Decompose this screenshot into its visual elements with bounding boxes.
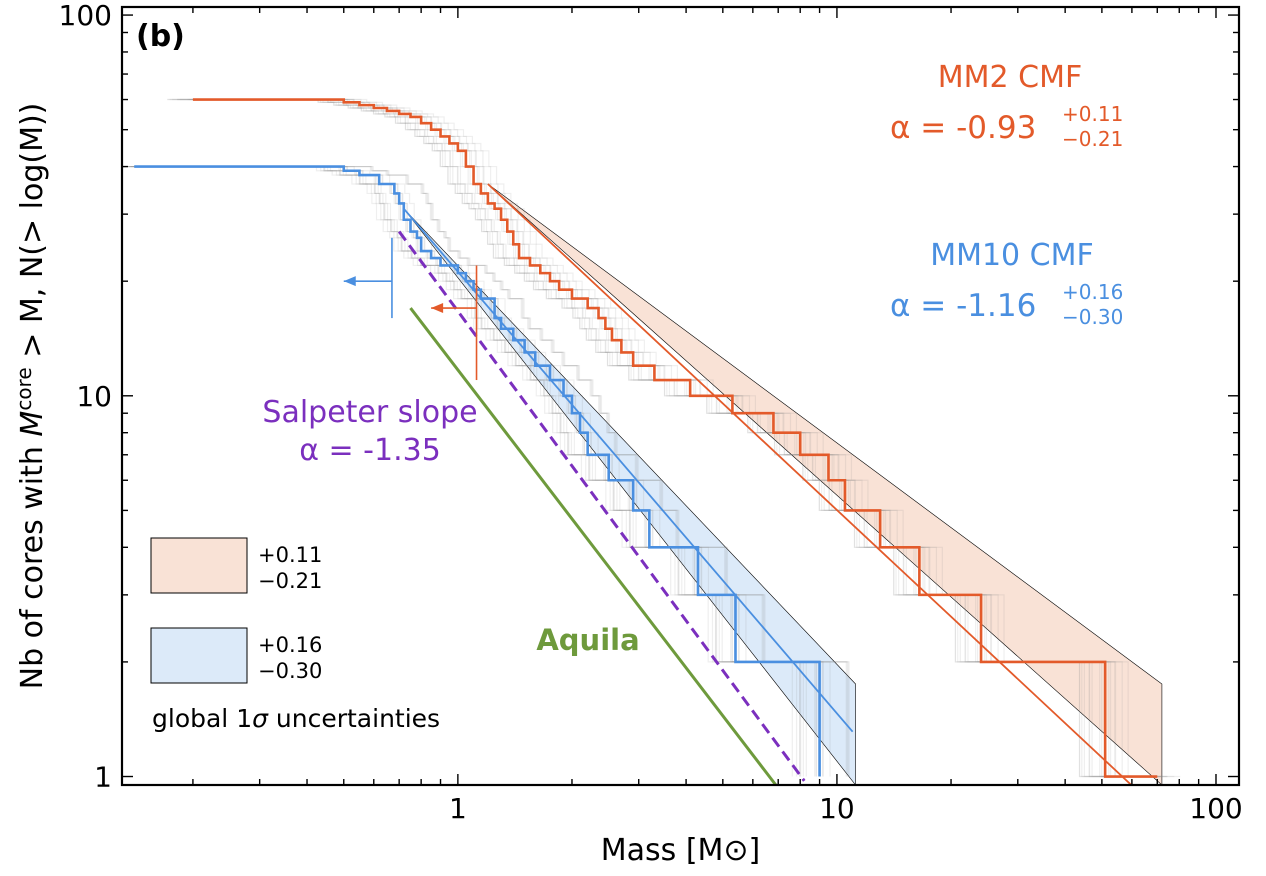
y-axis-label: Nb of cores with Mcore > M, N(> log(M)) <box>12 103 50 690</box>
mm10-uncertainty-band <box>403 208 856 785</box>
mm10-ensemble-curve <box>130 165 817 777</box>
legend-swatch-band_mm10 <box>150 627 248 684</box>
mm10-ensemble-curve <box>162 165 849 777</box>
mm10-alpha-sub: −0.30 <box>1062 305 1123 329</box>
mm10-ensemble-curve <box>161 165 848 777</box>
mm10-ensemble-curve <box>122 165 793 777</box>
mm10-ensemble-curve <box>130 165 817 777</box>
legend-upper-band_mm10: +0.16 <box>258 633 322 657</box>
mm2-uncertainty-band <box>487 183 1163 785</box>
mm10-ensemble-curve <box>133 165 820 777</box>
mm2-alpha-sub: −0.21 <box>1062 127 1123 151</box>
salpeter-title-label: Salpeter slope <box>262 395 477 430</box>
mm10-ensemble-curve <box>122 165 801 777</box>
mm10-ensemble-curve <box>122 165 807 777</box>
mm2-ensemble-curve <box>209 98 1175 778</box>
mm2-ensemble-curve <box>167 98 1132 778</box>
y-tick-label: 10 <box>76 380 112 413</box>
aquila-line <box>409 307 778 785</box>
mm2-ensemble-curve <box>172 98 1137 778</box>
mm2-alpha-sup: +0.11 <box>1062 102 1123 126</box>
mm10-alpha-label: α = -1.16 <box>890 288 1036 324</box>
mm2-ensemble-curve <box>215 98 1181 778</box>
mm10-ensemble-curve <box>144 165 831 777</box>
salpeter-line <box>397 230 806 782</box>
mm10-ensemble-curve <box>160 165 847 777</box>
mm10-arrow-head <box>343 276 356 287</box>
mm10-ensemble-curve <box>122 165 802 777</box>
panel-label: (b) <box>136 19 185 54</box>
mm2-cmf-step <box>192 98 1158 778</box>
legend-lower-band_mm10: −0.30 <box>258 659 322 683</box>
x-tick-label: 10 <box>819 792 855 825</box>
mm2-alpha-label: α = -0.93 <box>890 110 1036 146</box>
mm10-ensemble-curve <box>137 165 824 777</box>
mm2-fit-line <box>487 183 1133 785</box>
y-tick-label: 1 <box>94 761 112 794</box>
mm10-ensemble-curve <box>163 165 850 777</box>
mm2-title-label: MM2 CMF <box>938 60 1082 95</box>
mm2-arrow-head <box>431 303 444 314</box>
aquila-label: Aquila <box>536 623 639 657</box>
mm10-alpha-sup: +0.16 <box>1062 280 1123 304</box>
mm10-ensemble-curve <box>122 165 801 777</box>
legend-upper-band_mm2: +0.11 <box>258 543 322 567</box>
legend-lower-band_mm2: −0.21 <box>258 569 322 593</box>
legend-caption: global 1σ uncertainties <box>152 704 440 733</box>
mm2-ensemble-curve <box>169 98 1134 778</box>
x-tick-label: 1 <box>449 792 467 825</box>
mm10-title-label: MM10 CMF <box>930 238 1094 273</box>
mm10-ensemble-curve <box>137 165 824 777</box>
mm10-cmf-step <box>134 165 821 777</box>
x-tick-label: 100 <box>1189 792 1242 825</box>
legend-swatch-band_mm2 <box>150 537 248 594</box>
x-axis-label: Mass [M⊙] <box>601 833 761 868</box>
y-tick-label: 100 <box>59 0 112 32</box>
mm10-ensemble-curve <box>122 165 798 777</box>
salpeter-alpha-label: α = -1.35 <box>299 433 441 468</box>
mm10-fit-line <box>403 208 854 733</box>
mm10-ensemble-curve <box>122 165 804 777</box>
mm2-ensemble-curve <box>167 98 1132 778</box>
mm10-ensemble-curve <box>129 165 816 777</box>
